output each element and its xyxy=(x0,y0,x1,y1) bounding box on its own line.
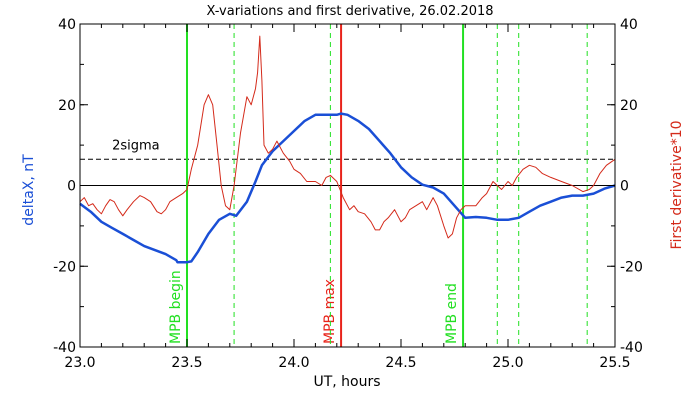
y-axis-left-label: deltaX, nT xyxy=(21,154,37,226)
x-tick-label: 23.5 xyxy=(171,355,202,371)
axes: 23.0 23.5 24.0 24.5 25.0 25.5 40 20 0 -20 -40 40 20 0… xyxy=(53,17,643,371)
y-right-tick-label: 40 xyxy=(620,17,638,33)
series-line-deltax xyxy=(79,112,616,264)
y-right-tick-label: -20 xyxy=(620,259,643,275)
y-left-tick-label: 40 xyxy=(58,17,76,33)
series-line-derivative xyxy=(79,35,616,239)
x-tick-label: 24.0 xyxy=(278,355,309,371)
x-tick-label: 24.5 xyxy=(385,355,416,371)
y-right-tick-label: 20 xyxy=(620,98,638,114)
x-tick-label: 23.0 xyxy=(64,355,95,371)
marker-label-mpb-begin: MPB begin xyxy=(168,270,184,344)
marker-label-mpb-max: MPB max xyxy=(322,279,338,344)
y-axis-right-label: First derivative*10 xyxy=(669,120,685,249)
marker-label-mpb-end: MPB end xyxy=(444,283,460,344)
y-left-tick-label: 0 xyxy=(67,179,76,195)
y-left-tick-label: -20 xyxy=(53,259,76,275)
y-left-tick-label: -40 xyxy=(53,340,76,356)
plot-area: 2sigma MPB begin MPB max MPB end xyxy=(79,24,616,347)
y-right-tick-label: 0 xyxy=(620,179,629,195)
reference-label-2sigma: 2sigma xyxy=(112,138,160,153)
x-tick-label: 25.0 xyxy=(492,355,523,371)
x-tick-label: 25.5 xyxy=(599,355,630,371)
x-axis-label: UT, hours xyxy=(313,374,380,390)
chart-title: X-variations and first derivative, 26.02… xyxy=(206,4,493,19)
y-left-tick-label: 20 xyxy=(58,98,76,114)
y-right-tick-label: -40 xyxy=(620,340,643,356)
